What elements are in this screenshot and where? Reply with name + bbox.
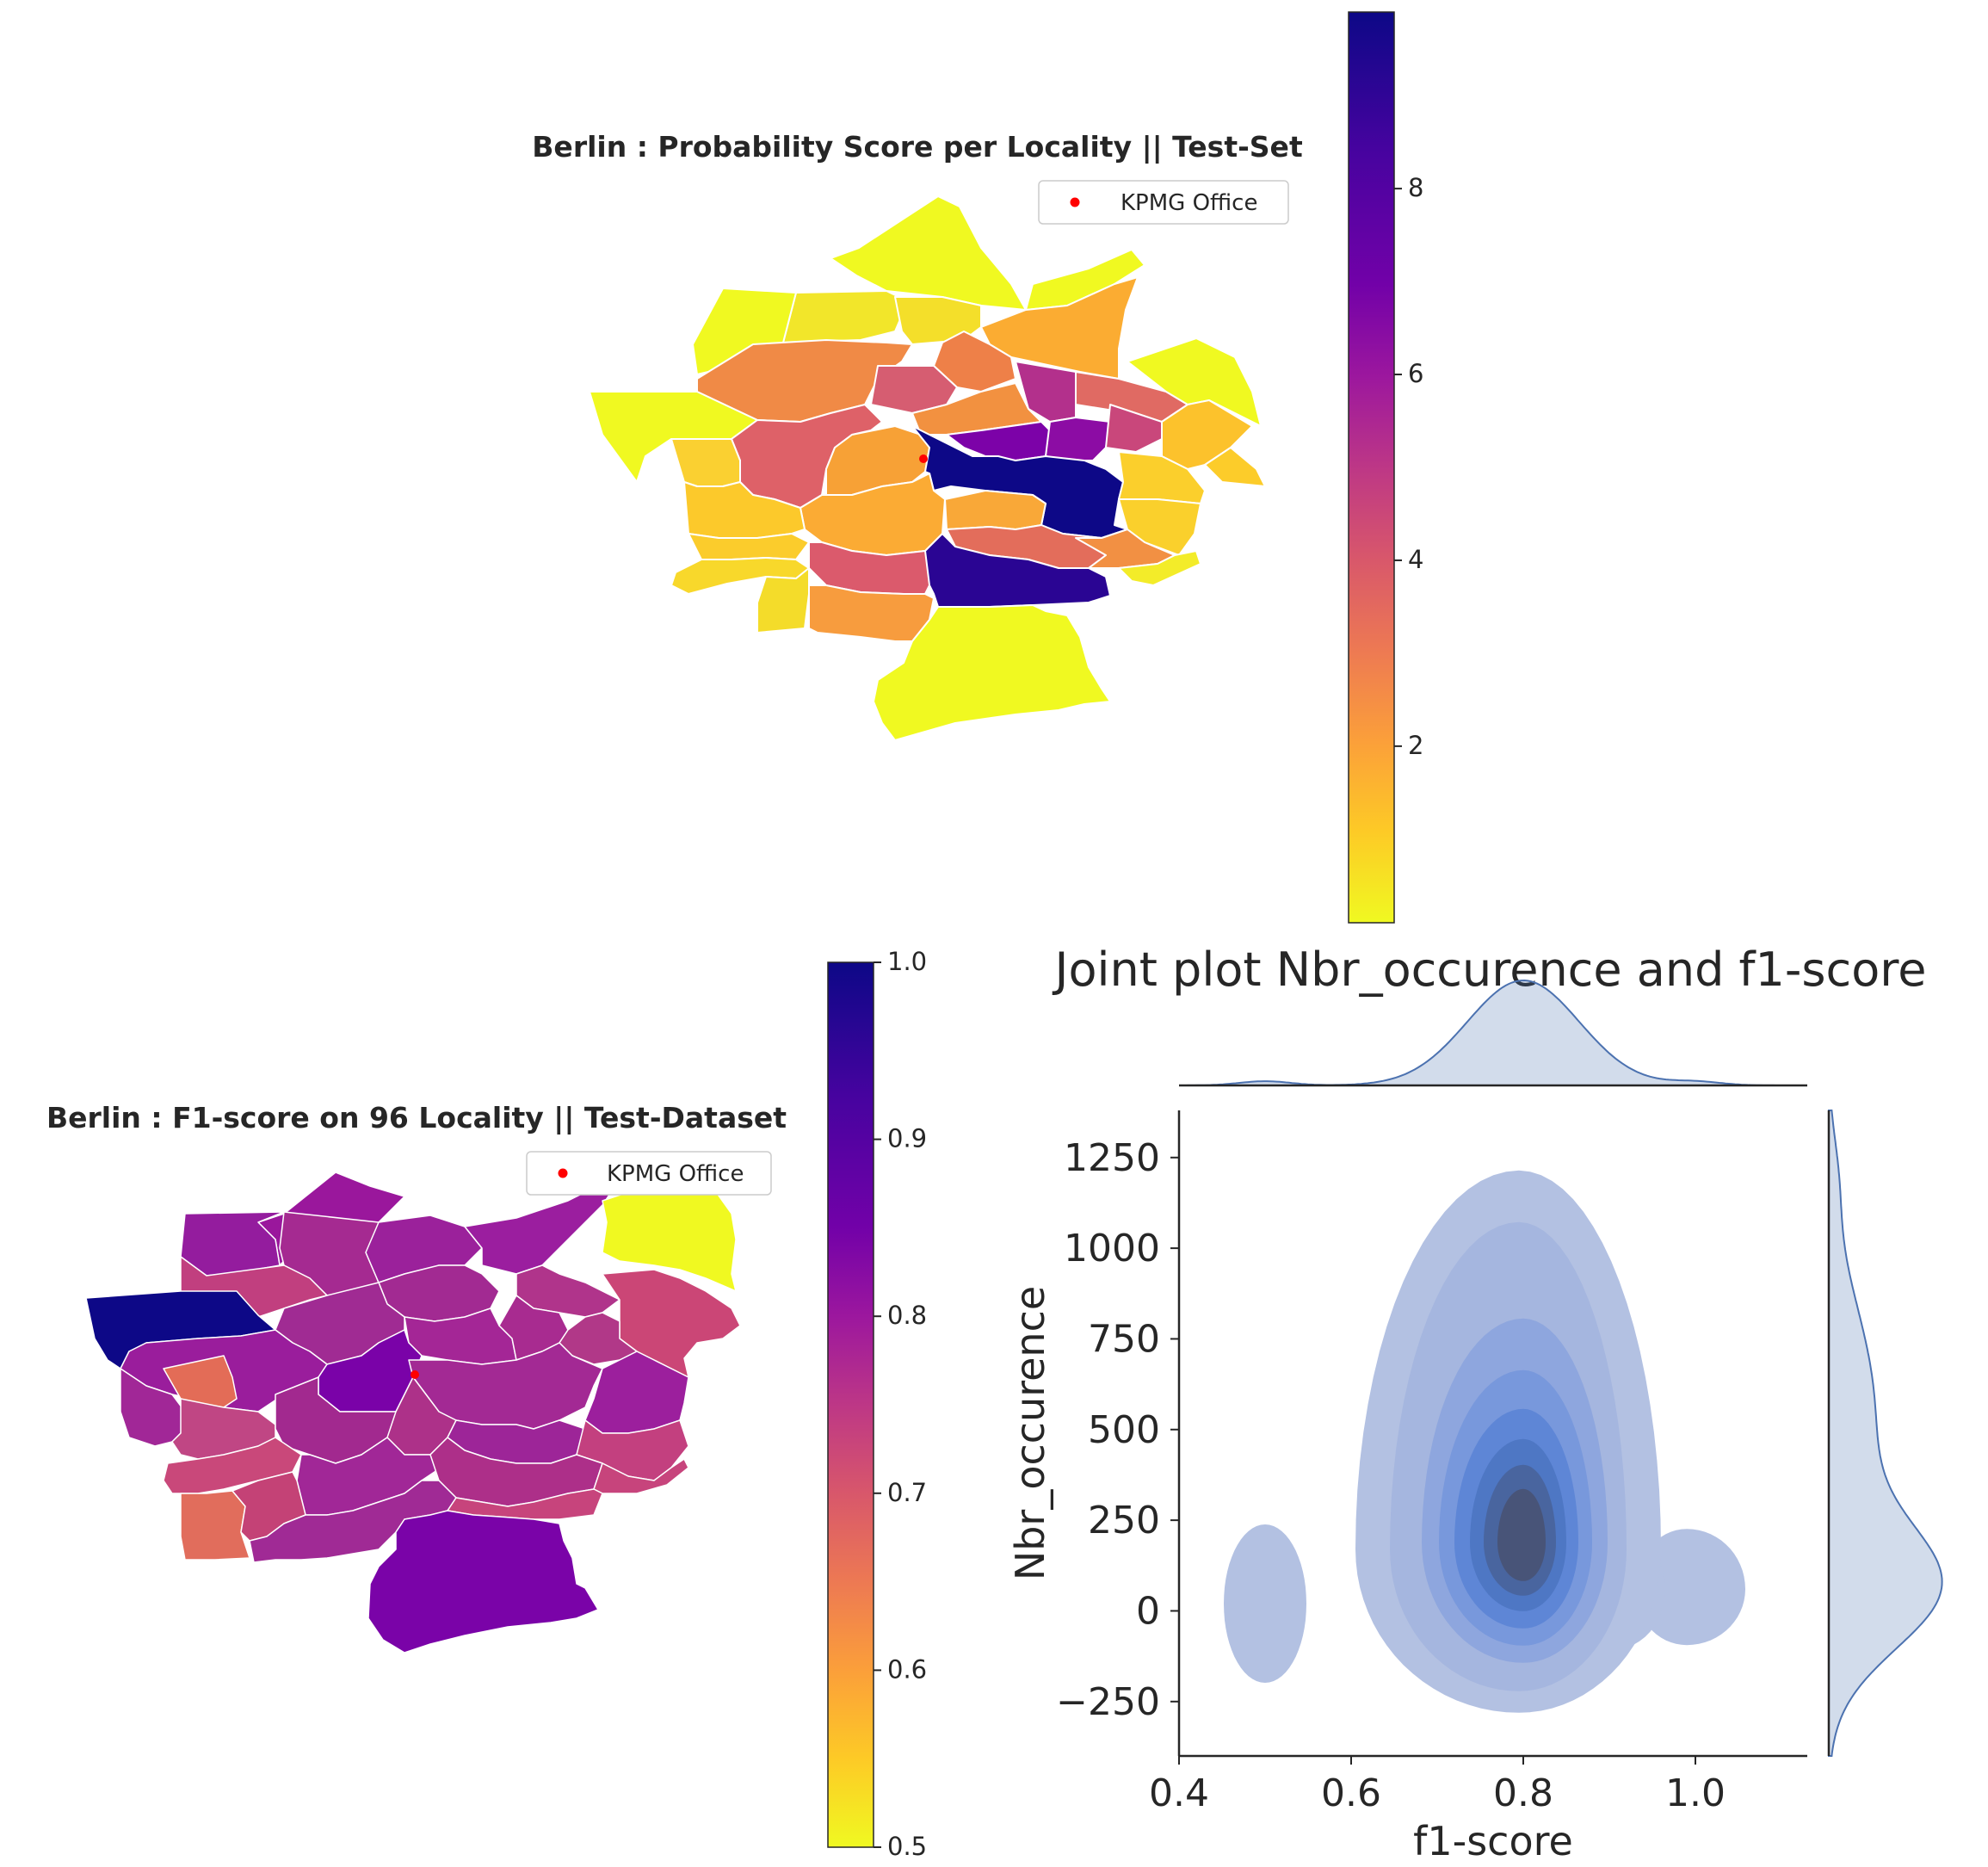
x-tick-label: 0.4: [1149, 1771, 1209, 1815]
bl-locality-sw-red: [180, 1490, 250, 1561]
y-ticks: −250 0 250 500 750 1000 1250: [1056, 1136, 1179, 1724]
locality-n-yellow-3: [894, 296, 982, 345]
y-tick-label: 1000: [1064, 1227, 1160, 1270]
bl-locality-ne-1: [464, 1178, 620, 1275]
colorbar-top-ticks: 2 4 6 8: [1394, 173, 1423, 760]
top-marginal-density: [1179, 979, 1807, 1086]
map-bottom-legend: KPMG Office: [526, 1151, 772, 1196]
map-top-title: Berlin : Probability Score per Locality …: [532, 130, 1303, 164]
x-tick-label: 0.6: [1321, 1771, 1381, 1815]
locality-east-far: [1127, 337, 1262, 427]
legend-label: KPMG Office: [607, 1161, 744, 1187]
colorbar-top: 2 4 6 8: [1348, 11, 1423, 924]
x-tick-label: 1.0: [1665, 1771, 1726, 1815]
map-bottom: Berlin : F1-score on 96 Locality || Test…: [46, 947, 927, 1861]
colorbar-tick-label: 0.5: [887, 1832, 927, 1861]
locality-dark-south: [924, 533, 1111, 608]
legend-box: [526, 1151, 772, 1196]
map-top-legend: KPMG Office: [1038, 180, 1289, 225]
colorbar-tick-label: 4: [1408, 545, 1423, 574]
top-marginal-kde: [1179, 979, 1807, 1087]
map-top: Berlin : Probability Score per Locality …: [532, 11, 1423, 924]
kde-contour-level: [1497, 1488, 1546, 1581]
y-axis-label: Nbr_occurence: [1007, 1286, 1053, 1580]
y-tick-label: 500: [1088, 1408, 1160, 1452]
y-tick-label: −250: [1056, 1680, 1160, 1724]
colorbar-tick-label: 1.0: [887, 947, 927, 976]
locality-pink-east: [1105, 404, 1163, 453]
locality-sw-yellow-2: [756, 567, 810, 634]
kpmg-office-marker-bottom: [411, 1370, 419, 1379]
locality-south-big: [873, 604, 1111, 741]
colorbar-tick-label: 0.9: [887, 1124, 927, 1153]
locality-center-n-orange: [911, 382, 1042, 436]
colorbar-bottom-gradient: [827, 961, 874, 1848]
x-tick-label: 0.8: [1493, 1771, 1553, 1815]
legend-box: [1038, 180, 1289, 225]
locality-w-yellow-4: [688, 533, 810, 560]
joint-plot-title: Joint plot Nbr_occurence and f1-score: [1053, 943, 1927, 997]
joint-kde-contours: [1224, 1170, 1745, 1713]
map-bottom-localities: [85, 1172, 741, 1654]
colorbar-tick-label: 0.8: [887, 1301, 927, 1330]
colorbar-tick-label: 0.6: [887, 1654, 927, 1684]
right-marginal-density: [1828, 1110, 1943, 1757]
legend-marker-icon: [558, 1168, 568, 1178]
kde-secondary-mode: [1224, 1524, 1306, 1683]
colorbar-bottom: 0.5 0.6 0.7 0.8 0.9 1.0: [827, 947, 927, 1861]
locality-se-yellow: [1118, 550, 1201, 586]
legend-label: KPMG Office: [1121, 190, 1257, 216]
locality-w-yellow-2: [670, 438, 741, 487]
locality-c-orange-3: [944, 490, 1046, 530]
joint-axes: 0.4 0.6 0.8 1.0 −250 0 250 500 750 1000 1250 f1-s…: [1007, 1110, 1807, 1864]
legend-marker-icon: [1070, 197, 1080, 207]
joint-plot: Joint plot Nbr_occurence and f1-score 0.…: [1007, 943, 1943, 1864]
right-marginal-kde: [1827, 1110, 1943, 1757]
colorbar-tick-label: 6: [1408, 359, 1423, 388]
map-bottom-title: Berlin : F1-score on 96 Locality || Test…: [46, 1101, 787, 1134]
y-tick-label: 750: [1088, 1317, 1160, 1361]
colorbar-tick-label: 0.7: [887, 1478, 927, 1507]
colorbar-tick-label: 2: [1408, 731, 1423, 760]
map-top-localities: [589, 195, 1266, 741]
y-tick-label: 0: [1136, 1589, 1160, 1633]
kpmg-office-marker-top: [919, 454, 928, 463]
locality-s-orange: [808, 584, 935, 642]
colorbar-top-gradient: [1348, 11, 1395, 924]
locality-east-tail: [1204, 447, 1266, 487]
locality-magenta-center: [1045, 417, 1111, 461]
colorbar-tick-label: 8: [1408, 173, 1423, 202]
y-tick-label: 1250: [1064, 1136, 1160, 1180]
colorbar-bottom-ticks: 0.5 0.6 0.7 0.8 0.9 1.0: [874, 947, 927, 1861]
y-tick-label: 250: [1088, 1499, 1160, 1542]
x-axis-label: f1-score: [1413, 1818, 1573, 1864]
kde-secondary-mode: [1635, 1529, 1745, 1646]
locality-north-2: [782, 290, 909, 343]
bl-locality-south-big: [367, 1510, 599, 1654]
locality-ne-orange: [980, 276, 1139, 380]
x-ticks: 0.4 0.6 0.8 1.0: [1149, 1756, 1726, 1815]
